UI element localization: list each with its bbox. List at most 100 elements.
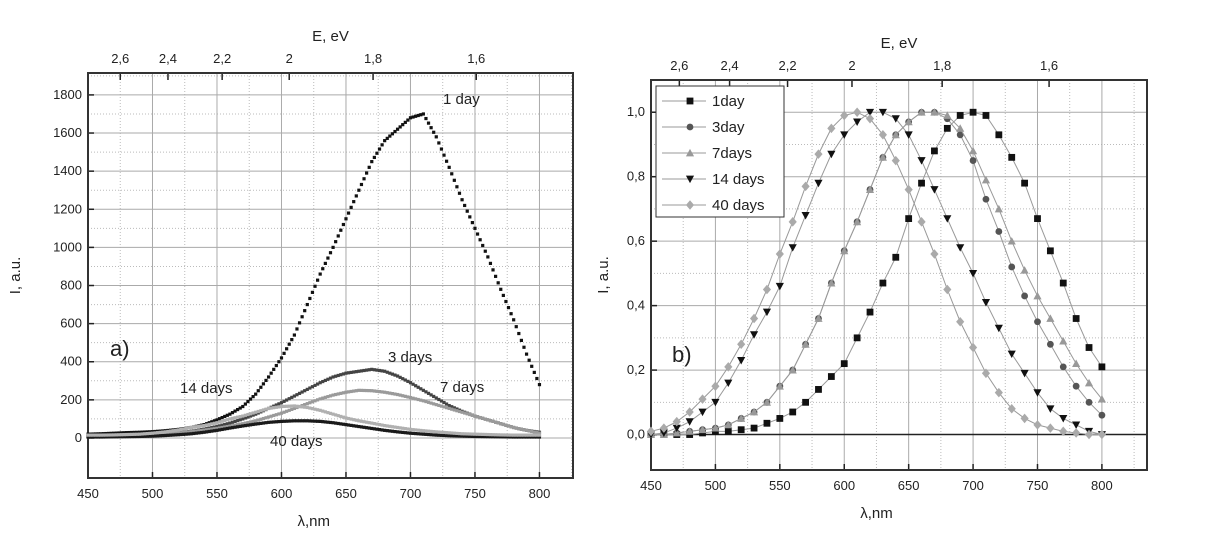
data-point bbox=[956, 112, 964, 119]
legend-label: 3day bbox=[712, 119, 745, 136]
data-point bbox=[153, 431, 157, 435]
data-point bbox=[228, 421, 232, 425]
data-point bbox=[187, 430, 191, 434]
data-point bbox=[468, 215, 472, 219]
data-point bbox=[119, 433, 124, 437]
legend-box bbox=[655, 85, 785, 218]
data-point bbox=[310, 290, 315, 294]
data-point bbox=[377, 390, 382, 394]
x2-tick-label: 2 bbox=[286, 51, 293, 66]
data-point bbox=[357, 424, 361, 429]
data-point bbox=[163, 430, 167, 434]
data-point bbox=[494, 433, 498, 437]
data-point bbox=[943, 111, 952, 119]
data-point bbox=[672, 416, 681, 427]
data-point bbox=[1046, 247, 1054, 255]
data-point bbox=[297, 321, 302, 325]
data-point bbox=[194, 429, 198, 433]
data-point bbox=[439, 399, 444, 403]
data-point bbox=[532, 433, 536, 437]
data-point bbox=[401, 394, 405, 398]
data-point bbox=[969, 157, 977, 164]
data-point bbox=[943, 215, 952, 223]
data-point bbox=[349, 370, 353, 375]
data-point bbox=[194, 431, 198, 435]
data-point bbox=[117, 431, 121, 435]
data-point bbox=[316, 382, 320, 386]
data-point bbox=[530, 435, 534, 439]
data-point bbox=[287, 397, 291, 401]
data-point bbox=[532, 430, 536, 434]
data-point bbox=[504, 433, 508, 437]
data-point bbox=[918, 179, 925, 187]
data-point bbox=[370, 160, 374, 164]
series-40-days bbox=[86, 404, 542, 437]
data-point bbox=[137, 434, 142, 439]
data-point bbox=[452, 434, 456, 438]
data-point bbox=[802, 398, 809, 406]
data-point bbox=[698, 425, 707, 434]
data-point bbox=[241, 404, 245, 409]
data-point bbox=[238, 424, 242, 428]
data-point bbox=[698, 394, 707, 404]
data-point bbox=[426, 432, 431, 437]
data-point bbox=[215, 421, 219, 425]
data-point bbox=[522, 433, 526, 437]
data-point bbox=[215, 418, 219, 422]
data-point bbox=[104, 433, 108, 437]
data-point bbox=[775, 382, 784, 390]
data-point bbox=[968, 146, 978, 155]
data-point bbox=[406, 431, 410, 435]
data-point bbox=[220, 415, 224, 420]
data-point bbox=[339, 422, 343, 426]
data-point bbox=[930, 108, 939, 116]
data-point bbox=[279, 401, 284, 405]
data-point bbox=[254, 412, 258, 416]
data-point bbox=[398, 393, 402, 397]
data-point bbox=[401, 377, 405, 381]
data-point bbox=[297, 419, 302, 423]
data-point bbox=[865, 113, 875, 124]
data-point bbox=[303, 309, 307, 313]
data-point bbox=[365, 368, 369, 372]
data-point bbox=[432, 394, 436, 399]
data-point bbox=[403, 120, 407, 124]
data-point bbox=[352, 389, 356, 393]
data-point bbox=[383, 139, 387, 143]
data-point bbox=[408, 427, 413, 431]
data-point bbox=[535, 433, 539, 437]
data-point bbox=[395, 430, 400, 434]
data-point bbox=[372, 389, 376, 393]
data-point bbox=[318, 272, 322, 276]
y-tick-label: 1400 bbox=[53, 163, 82, 178]
data-point bbox=[148, 430, 152, 434]
y-axis-title: I, a.u. bbox=[7, 257, 24, 295]
data-point bbox=[223, 418, 227, 423]
data-point bbox=[406, 118, 410, 122]
x-tick-label: 800 bbox=[1091, 478, 1113, 493]
data-point bbox=[385, 391, 389, 395]
data-point bbox=[243, 413, 247, 417]
data-point bbox=[359, 182, 364, 187]
data-point bbox=[96, 433, 100, 437]
data-point bbox=[419, 113, 423, 117]
data-point bbox=[334, 413, 338, 417]
data-point bbox=[217, 426, 222, 430]
data-point bbox=[377, 422, 382, 427]
data-point bbox=[264, 416, 268, 420]
data-point bbox=[659, 429, 668, 438]
data-point bbox=[354, 424, 358, 428]
data-point bbox=[442, 430, 446, 435]
data-point bbox=[429, 429, 433, 434]
data-point bbox=[336, 234, 340, 238]
data-point bbox=[225, 426, 229, 431]
data-point bbox=[277, 360, 281, 364]
data-point bbox=[789, 408, 797, 416]
data-point bbox=[359, 388, 364, 393]
data-point bbox=[230, 420, 235, 424]
data-point bbox=[248, 423, 253, 427]
data-point bbox=[238, 406, 242, 410]
data-point bbox=[199, 424, 204, 428]
data-point bbox=[261, 382, 266, 386]
x-tick-label: 450 bbox=[77, 486, 99, 501]
